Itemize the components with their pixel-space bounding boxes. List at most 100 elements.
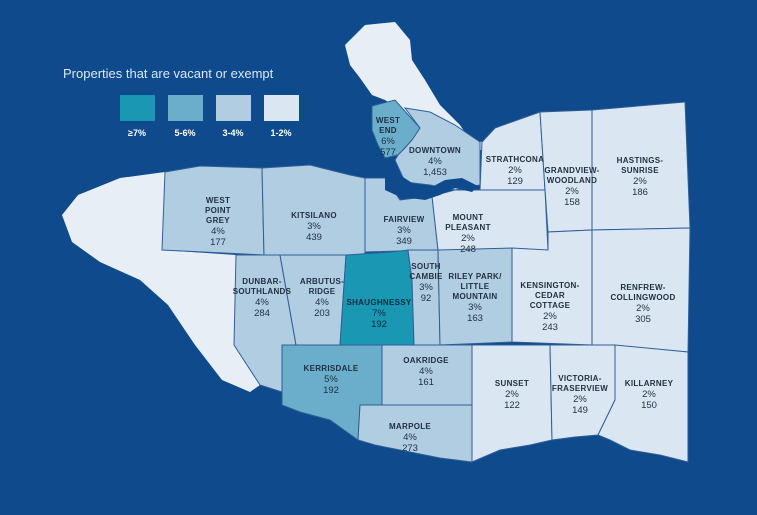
vacancy-percent: 4% xyxy=(419,366,433,377)
neighbourhood-name: SOUTHLANDS xyxy=(232,287,292,296)
label-oakridge: OAKRIDGE 4% 161 xyxy=(403,356,449,388)
legend-label-7plus: ≥7% xyxy=(128,128,146,138)
label-kitsilano: KITSILANO 3% 439 xyxy=(291,211,337,243)
vacancy-count: 92 xyxy=(420,293,432,304)
label-kerrisdale: KERRISDALE 5% 192 xyxy=(303,364,358,396)
vacancy-percent: 3% xyxy=(307,221,321,232)
vacancy-percent: 3% xyxy=(468,302,482,313)
vacancy-count: 177 xyxy=(210,237,226,248)
label-victoria-fraserview: VICTORIA- FRASERVIEW 2% 149 xyxy=(552,374,608,416)
legend-title: Properties that are vacant or exempt xyxy=(63,66,274,81)
vacancy-percent: 7% xyxy=(372,308,386,319)
vacancy-percent: 2% xyxy=(573,394,587,405)
legend-label-3-4: 3-4% xyxy=(222,128,244,138)
neighbourhood-name: RILEY PARK/ xyxy=(448,272,502,281)
neighbourhood-name: CAMBIE xyxy=(409,272,443,281)
neighbourhood-name: SHAUGHNESSY xyxy=(346,298,412,307)
vacancy-count: 439 xyxy=(306,232,322,243)
neighbourhood-name: CEDAR xyxy=(535,291,565,300)
neighbourhood-name: RENFREW- xyxy=(620,283,666,292)
legend-label-1-2: 1-2% xyxy=(270,128,292,138)
neighbourhood-name: DOWNTOWN xyxy=(408,146,462,155)
neighbourhood-name: SOUTH xyxy=(411,262,441,271)
neighbourhood-name: LITTLE xyxy=(460,282,490,291)
legend-swatch-7plus xyxy=(120,95,155,121)
region-downtown[interactable] xyxy=(394,107,481,191)
neighbourhood-name: VICTORIA- xyxy=(558,374,602,383)
vacancy-percent: 4% xyxy=(255,297,269,308)
vacancy-count: 203 xyxy=(314,308,330,319)
vacancy-percent: 2% xyxy=(636,303,650,314)
ubc-lands xyxy=(62,172,260,392)
label-shaughnessy: SHAUGHNESSY 7% 192 xyxy=(346,298,411,330)
vacancy-percent: 3% xyxy=(419,282,433,293)
label-south-cambie: SOUTH CAMBIE 3% 92 xyxy=(409,262,442,304)
vacancy-count: 192 xyxy=(371,319,387,330)
label-west-point-grey: WEST POINT GREY 4% 177 xyxy=(205,196,231,248)
vacancy-count: 577 xyxy=(380,147,396,158)
vacancy-percent: 2% xyxy=(565,186,579,197)
vacancy-percent: 4% xyxy=(315,297,329,308)
neighbourhood-name: ARBUTUS- xyxy=(299,277,345,286)
vacancy-percent: 2% xyxy=(642,389,656,400)
neighbourhood-name: STRATHCONA xyxy=(485,155,545,164)
neighbourhood-name: MOUNTAIN xyxy=(452,292,498,301)
vacancy-percent: 2% xyxy=(633,176,647,187)
vacancy-count: 284 xyxy=(254,308,270,319)
vacancy-percent: 4% xyxy=(211,226,225,237)
vacancy-count: 1,453 xyxy=(423,167,447,178)
neighbourhood-name: WEST xyxy=(205,196,231,205)
neighbourhood-name: RIDGE xyxy=(308,287,336,296)
neighbourhood-name: KERRISDALE xyxy=(303,364,359,373)
neighbourhood-name: POINT xyxy=(205,206,231,215)
vacancy-percent: 4% xyxy=(403,432,417,443)
neighbourhood-name: FAIRVIEW xyxy=(383,215,425,224)
neighbourhood-name: KILLARNEY xyxy=(624,379,674,388)
label-marpole: MARPOLE 4% 273 xyxy=(389,422,431,454)
label-strathcona: STRATHCONA 2% 129 xyxy=(486,155,544,187)
vacancy-percent: 3% xyxy=(397,225,411,236)
vacancy-count: 150 xyxy=(641,400,657,411)
neighbourhood-name: END xyxy=(379,126,397,135)
vacancy-count: 243 xyxy=(542,322,558,333)
neighbourhood-name: GREY xyxy=(206,216,230,225)
neighbourhood-name: SUNRISE xyxy=(621,166,659,175)
region-killarney[interactable] xyxy=(597,344,689,463)
legend-swatch-1-2 xyxy=(264,95,299,121)
label-west-end: WEST END 6% 577 xyxy=(376,116,400,158)
legend-swatch-5-6 xyxy=(168,95,203,121)
label-arbutus-ridge: ARBUTUS- RIDGE 4% 203 xyxy=(300,277,344,319)
neighbourhood-name: HASTINGS- xyxy=(616,156,664,165)
vacancy-count: 161 xyxy=(418,377,434,388)
vacancy-percent: 6% xyxy=(381,136,395,147)
neighbourhood-name: SUNSET xyxy=(494,379,530,388)
label-kensington-cedar-cottage: KENSINGTON- CEDAR COTTAGE 2% 243 xyxy=(520,281,579,333)
label-downtown: DOWNTOWN 4% 1,453 xyxy=(409,146,461,178)
neighbourhood-name: KENSINGTON- xyxy=(520,281,580,290)
vacancy-count: 149 xyxy=(572,405,588,416)
vacancy-count: 122 xyxy=(504,400,520,411)
vacancy-percent: 5% xyxy=(324,374,338,385)
vacancy-count: 163 xyxy=(467,313,483,324)
label-hastings-sunrise: HASTINGS- SUNRISE 2% 186 xyxy=(617,156,664,198)
neighbourhood-name: MARPOLE xyxy=(388,422,432,431)
label-riley-park: RILEY PARK/LITTLE MOUNTAIN 3% 163 xyxy=(448,272,501,324)
label-sunset: SUNSET 2% 122 xyxy=(495,379,529,411)
neighbourhood-name: DUNBAR- xyxy=(242,277,282,286)
label-grandview-woodland: GRANDVIEW- WOODLAND 2% 158 xyxy=(544,166,599,208)
neighbourhood-name: OAKRIDGE xyxy=(403,356,449,365)
vacancy-count: 192 xyxy=(323,385,339,396)
neighbourhood-name: COTTAGE xyxy=(529,301,571,310)
neighbourhood-name: WEST xyxy=(375,116,401,125)
neighbourhood-name: COLLINGWOOD xyxy=(610,293,676,302)
vacancy-percent: 2% xyxy=(461,233,475,244)
legend-label-5-6: 5-6% xyxy=(174,128,196,138)
neighbourhood-name: WOODLAND xyxy=(546,176,598,185)
neighbourhood-name: PLEASANT xyxy=(445,223,491,232)
neighbourhood-name: GRANDVIEW- xyxy=(544,166,600,175)
neighbourhood-name: KITSILANO xyxy=(291,211,337,220)
vacancy-count: 305 xyxy=(635,314,651,325)
label-killarney: KILLARNEY 2% 150 xyxy=(625,379,673,411)
